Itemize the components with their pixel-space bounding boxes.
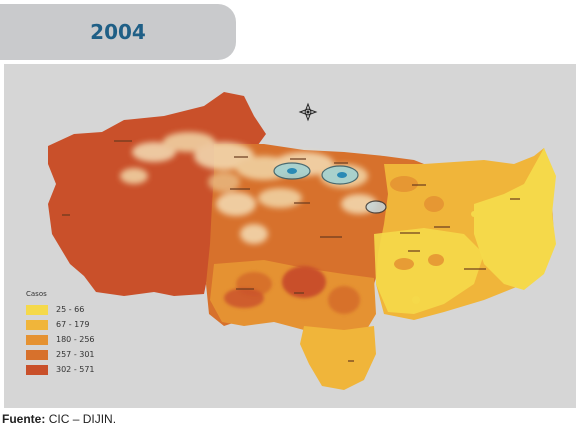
- region-far-east: [474, 148, 556, 290]
- legend-item: 302 - 571: [26, 362, 116, 377]
- legend-item: 180 - 256: [26, 332, 116, 347]
- legend-swatch: [26, 334, 48, 345]
- compass-rose-icon: [298, 102, 318, 122]
- legend-swatch: [26, 349, 48, 360]
- legend-swatch: [26, 319, 48, 330]
- legend-label: 302 - 571: [56, 365, 95, 374]
- source-caption: Fuente: CIC – DIJIN.: [2, 412, 116, 426]
- legend-item: 25 - 66: [26, 302, 116, 317]
- map-legend: Casos 25 - 66 67 - 179 180 - 256 257 - 3…: [26, 290, 116, 377]
- year-tab: 2004: [0, 4, 236, 60]
- source-text: CIC – DIJIN.: [48, 412, 117, 426]
- legend-label: 180 - 256: [56, 335, 95, 344]
- legend-label: 25 - 66: [56, 305, 85, 314]
- legend-swatch: [26, 304, 48, 315]
- source-label: Fuente:: [2, 412, 46, 426]
- legend-item: 67 - 179: [26, 317, 116, 332]
- region-south: [300, 326, 376, 390]
- year-label: 2004: [90, 20, 146, 44]
- legend-swatch: [26, 364, 48, 375]
- hotspot-markers: [273, 162, 387, 214]
- legend-title: Casos: [26, 290, 47, 298]
- region-southeast: [374, 228, 484, 314]
- legend-label: 67 - 179: [56, 320, 90, 329]
- map-panel: Casos 25 - 66 67 - 179 180 - 256 257 - 3…: [4, 64, 576, 408]
- legend-item: 257 - 301: [26, 347, 116, 362]
- choropleth-map: [48, 92, 556, 390]
- legend-label: 257 - 301: [56, 350, 95, 359]
